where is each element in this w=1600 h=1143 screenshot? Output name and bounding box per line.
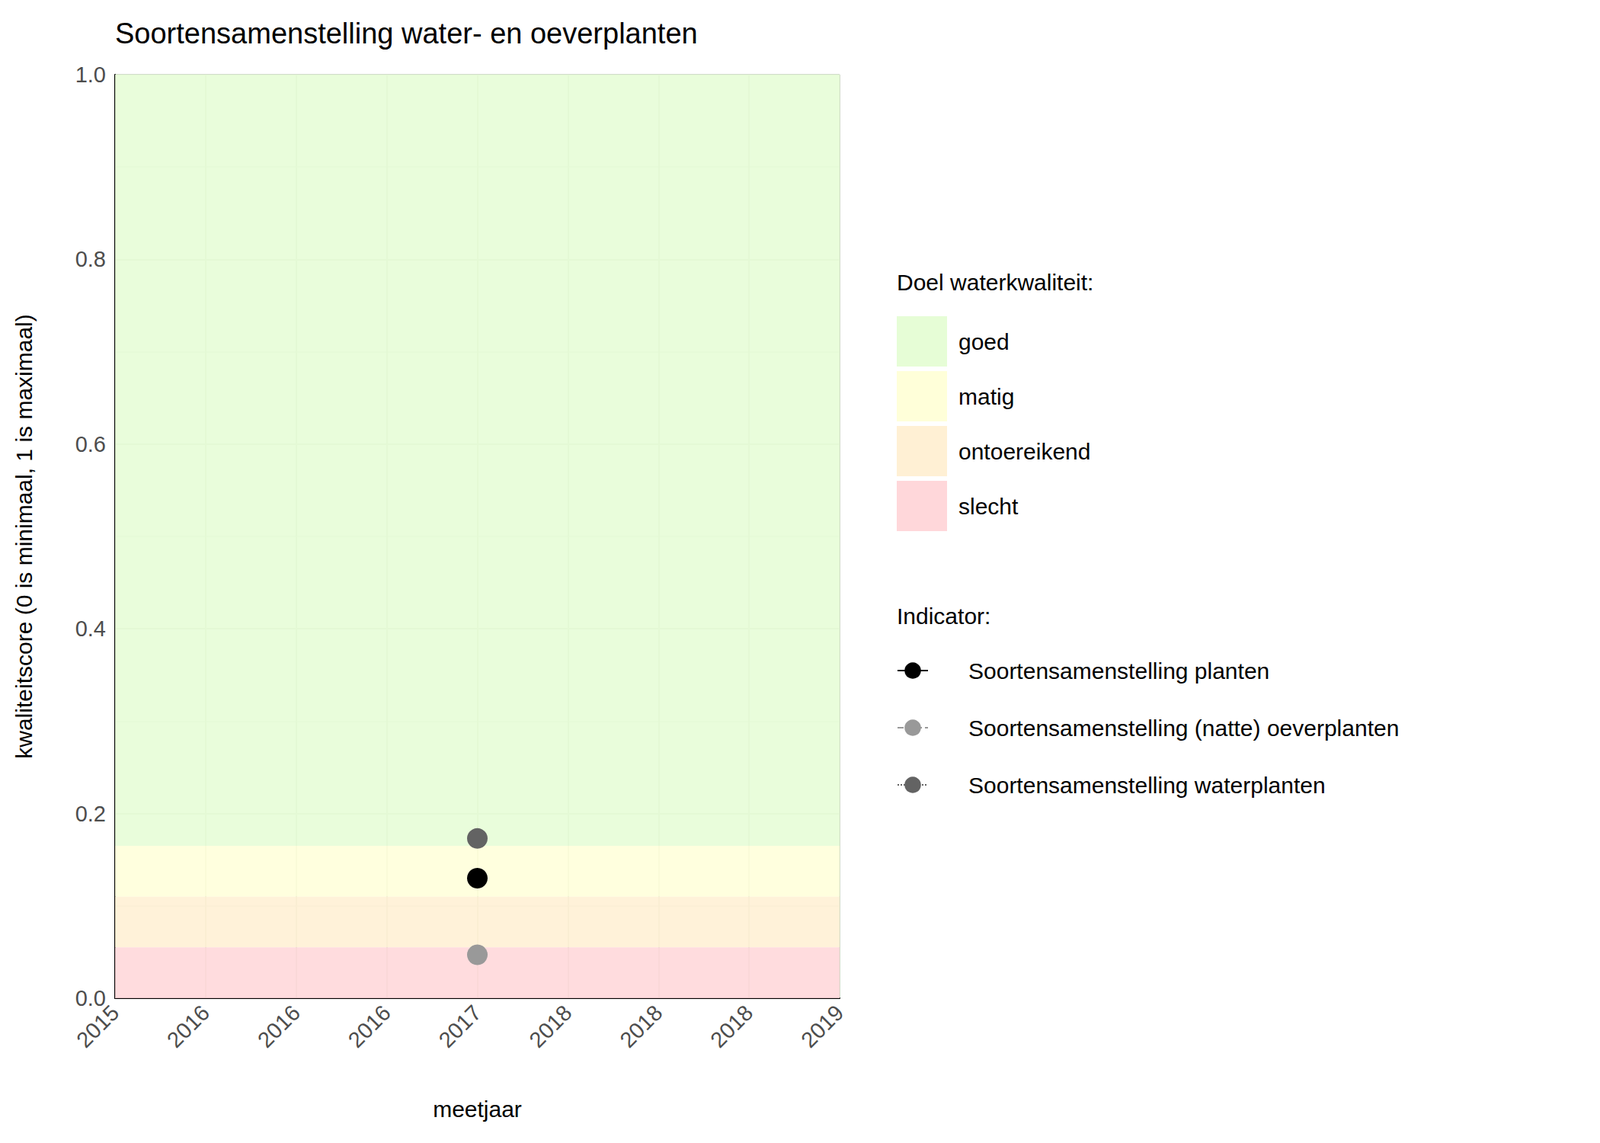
svg-text:2016: 2016 [162,1000,215,1053]
svg-text:2018: 2018 [705,1000,758,1053]
svg-text:Soortensamenstelling planten: Soortensamenstelling planten [968,658,1270,684]
svg-text:0.6: 0.6 [75,432,106,457]
svg-text:Soortensamenstelling waterplan: Soortensamenstelling waterplanten [968,772,1326,798]
svg-text:2018: 2018 [524,1000,576,1053]
svg-text:goed: goed [958,329,1010,355]
svg-text:meetjaar: meetjaar [432,1096,522,1122]
svg-text:2016: 2016 [343,1000,396,1053]
svg-text:0.4: 0.4 [75,616,106,641]
svg-text:ontoereikend: ontoereikend [958,438,1091,464]
svg-text:2015: 2015 [71,1000,124,1053]
svg-text:slecht: slecht [958,493,1019,519]
svg-text:Doel waterkwaliteit:: Doel waterkwaliteit: [896,269,1094,295]
svg-text:0.8: 0.8 [75,246,106,272]
svg-text:2018: 2018 [614,1000,667,1053]
svg-text:2019: 2019 [796,1000,848,1053]
svg-text:kwaliteitscore (0 is minimaal,: kwaliteitscore (0 is minimaal, 1 is maxi… [11,313,37,759]
svg-text:Soortensamenstelling (natte) o: Soortensamenstelling (natte) oeverplante… [968,715,1399,741]
svg-text:2016: 2016 [252,1000,305,1053]
svg-text:Indicator:: Indicator: [896,603,991,629]
svg-text:Soortensamenstelling water- en: Soortensamenstelling water- en oeverplan… [115,17,698,50]
svg-text:2017: 2017 [434,1000,487,1053]
svg-text:1.0: 1.0 [75,62,106,87]
svg-text:0.0: 0.0 [75,985,106,1011]
svg-text:matig: matig [958,384,1015,410]
svg-text:0.2: 0.2 [75,801,106,826]
